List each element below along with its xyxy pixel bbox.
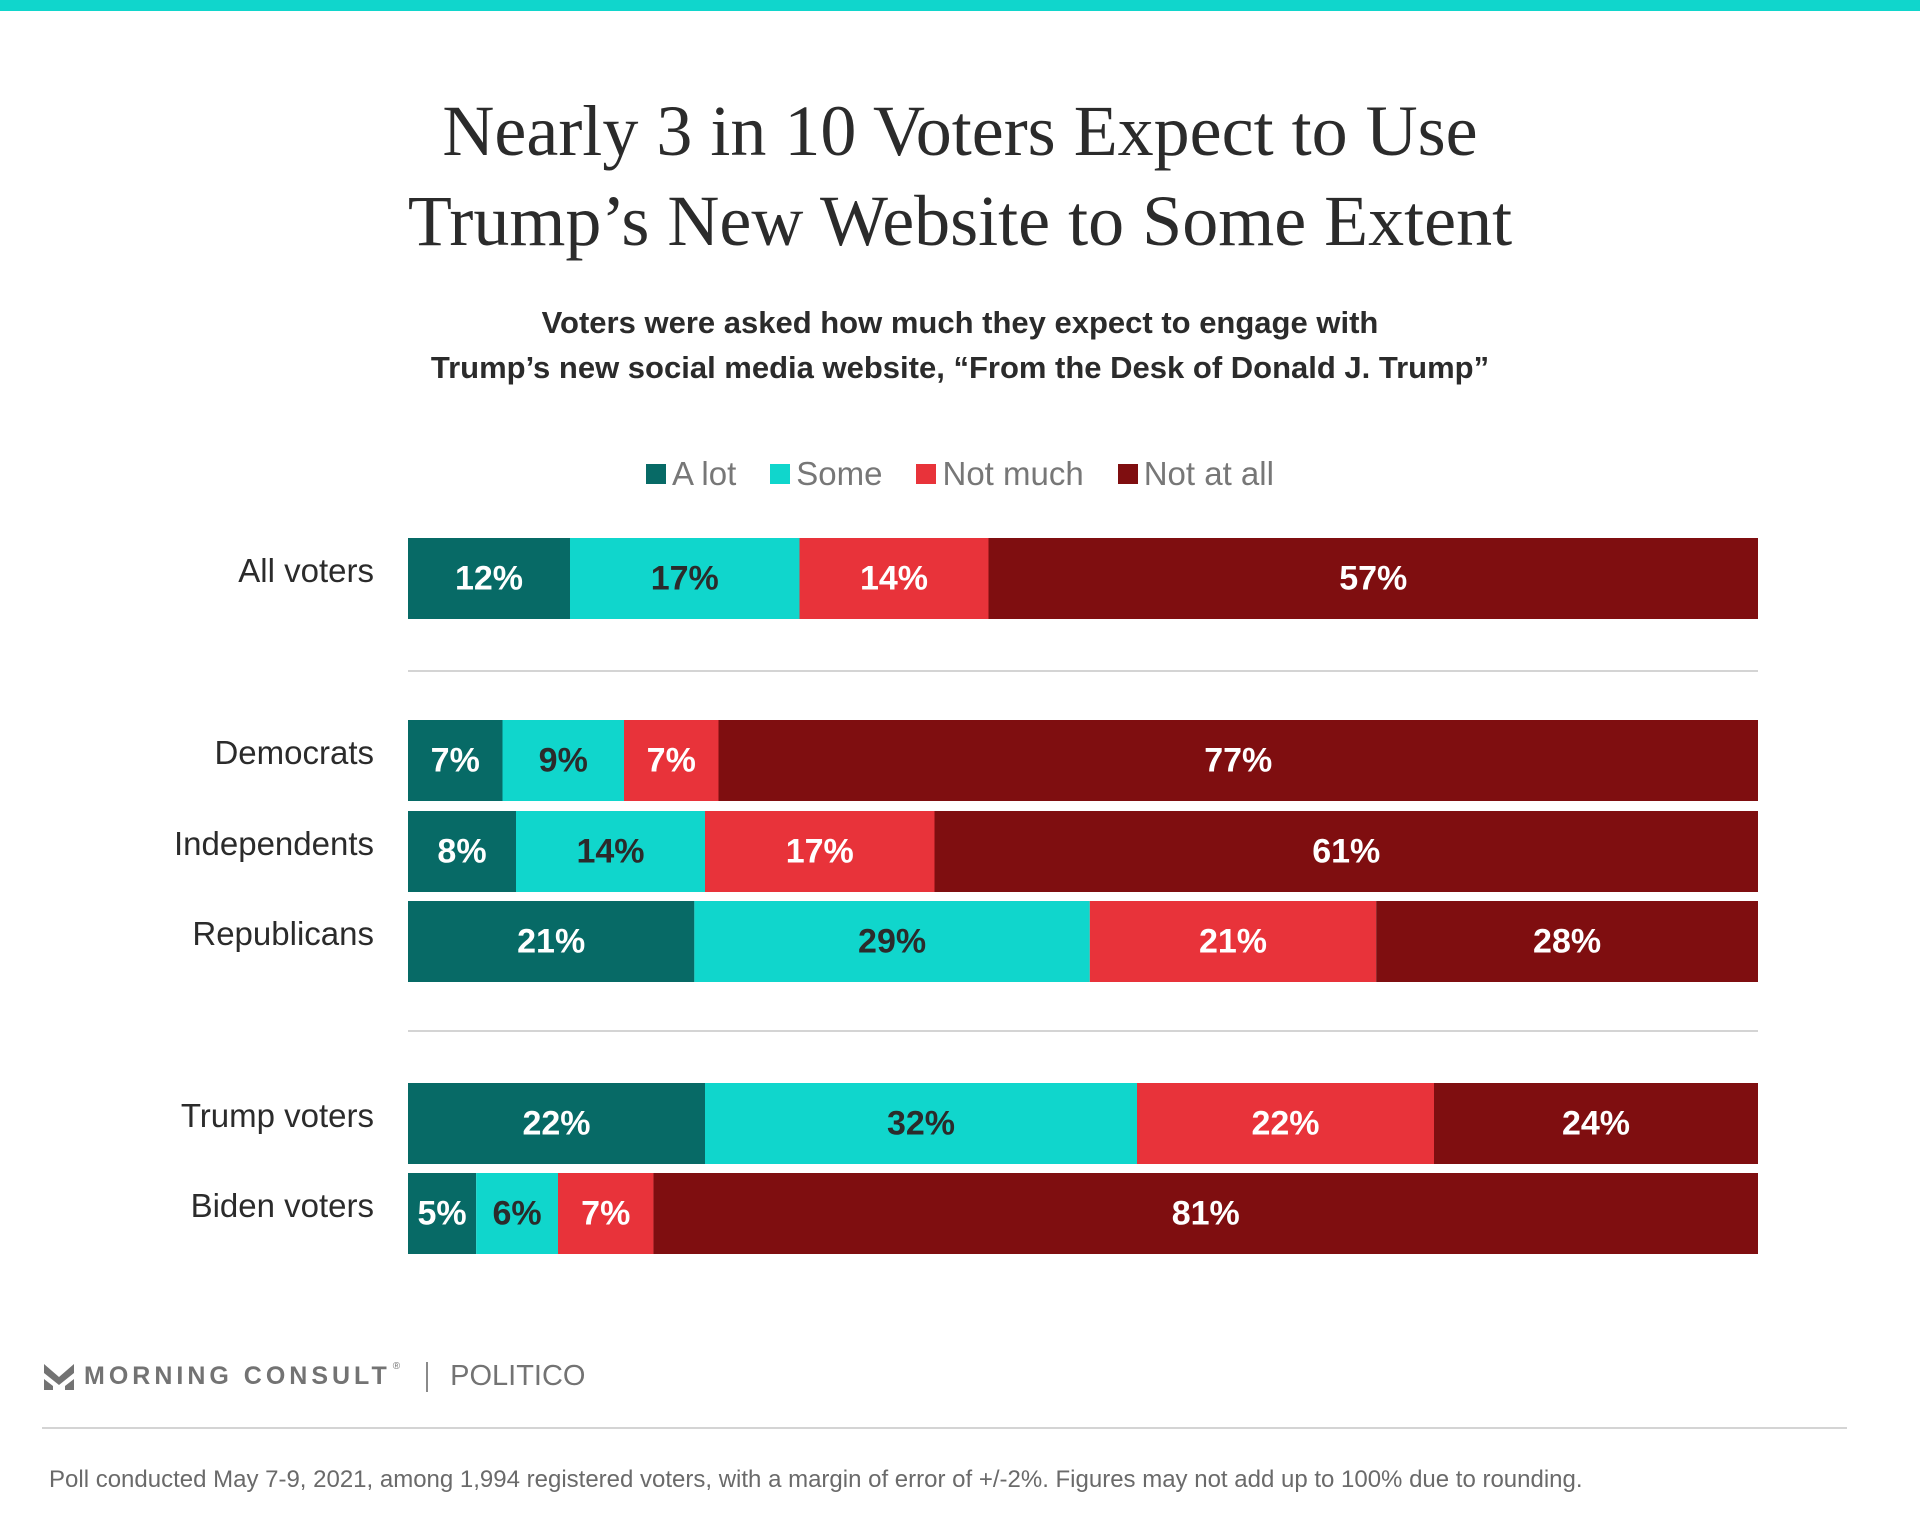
category-label: Trump voters [181, 1097, 374, 1134]
bar-segment-not-much [705, 811, 935, 892]
bar-segment-not-at-all [934, 811, 1758, 892]
brand-registered-mark: ® [392, 1361, 401, 1372]
value-label-not-much: 17% [786, 832, 854, 870]
bar-segment-not-at-all [653, 1173, 1758, 1254]
bar-segment-some [476, 1173, 558, 1254]
bar-segment-not-at-all [1376, 901, 1758, 982]
value-label-a-lot: 22% [522, 1104, 590, 1142]
category-label: Independents [174, 825, 374, 862]
legend-label-a-lot: A lot [672, 455, 737, 492]
bar-row-republicans: Republicans 21% 29% 21% 28% [192, 901, 1758, 982]
legend-item-some: Some [770, 455, 882, 493]
value-label-not-much: 21% [1199, 922, 1267, 960]
chart-subtitle-line-2: Trump’s new social media website, “From … [430, 350, 1490, 385]
bar-row-biden-voters: Biden voters 5% 6% 7% 81% [191, 1173, 1758, 1254]
category-label: Republicans [192, 915, 374, 952]
bar-segment-a-lot [408, 1173, 477, 1254]
bar-segment-a-lot [408, 720, 503, 801]
value-label-not-much: 22% [1251, 1104, 1319, 1142]
legend-item-a-lot: A lot [646, 455, 736, 493]
brand-separator [426, 1361, 429, 1392]
value-label-not-at-all: 57% [1339, 559, 1407, 597]
legend-item-not-much: Not much [916, 455, 1084, 493]
value-label-not-at-all: 24% [1562, 1104, 1630, 1142]
footer-branding: MORNING CONSULT ® POLITICO [44, 1360, 585, 1393]
bar-segment-a-lot [408, 901, 695, 982]
value-label-not-at-all: 28% [1533, 922, 1601, 960]
partner-name: POLITICO [450, 1360, 586, 1392]
value-label-a-lot: 8% [437, 832, 486, 870]
chart-title-line-2: Trump’s New Website to Some Extent [407, 181, 1513, 261]
bar-segment-a-lot [408, 538, 570, 619]
value-label-some: 29% [858, 922, 926, 960]
legend-swatch-some [770, 464, 791, 484]
bar-segment-some [705, 1083, 1137, 1164]
chart-subtitle-line-1: Voters were asked how much they expect t… [541, 305, 1379, 340]
bar-segment-not-at-all [718, 720, 1758, 801]
value-label-a-lot: 21% [517, 922, 585, 960]
legend-swatch-not-at-all [1117, 464, 1138, 484]
legend-label-some: Some [796, 455, 883, 492]
bar-segment-some [502, 720, 624, 801]
value-label-not-much: 7% [647, 741, 696, 779]
bar-segment-not-much [799, 538, 989, 619]
bar-row-independents: Independents 8% 14% 17% 61% [174, 811, 1758, 892]
value-label-some: 17% [651, 559, 719, 597]
bar-segment-a-lot [408, 811, 516, 892]
value-label-some: 32% [887, 1104, 955, 1142]
value-label-some: 9% [539, 741, 588, 779]
legend-label-not-much: Not much [942, 455, 1084, 492]
legend-label-not-at-all: Not at all [1143, 455, 1274, 492]
value-label-not-much: 14% [860, 559, 928, 597]
chart-title-line-1: Nearly 3 in 10 Voters Expect to Use [442, 91, 1478, 171]
morning-consult-logo-icon [44, 1363, 74, 1390]
value-label-a-lot: 5% [418, 1194, 467, 1232]
bar-segment-some [694, 901, 1090, 982]
bar-segment-a-lot [408, 1083, 705, 1164]
bar-segment-not-at-all [1434, 1083, 1758, 1164]
value-label-not-at-all: 61% [1312, 832, 1380, 870]
value-label-a-lot: 7% [431, 741, 480, 779]
bar-segment-not-much [558, 1173, 654, 1254]
bar-row-trump-voters: Trump voters 22% 32% 22% 24% [181, 1083, 1758, 1164]
brand-name: MORNING CONSULT [84, 1362, 391, 1390]
bar-segment-some [570, 538, 800, 619]
legend: A lot Some Not much Not at all [0, 455, 1920, 493]
value-label-some: 6% [493, 1194, 542, 1232]
legend-item-not-at-all: Not at all [1117, 455, 1274, 493]
footnote: Poll conducted May 7-9, 2021, among 1,99… [49, 1466, 1583, 1493]
bar-segment-not-much [1137, 1083, 1434, 1164]
category-label: Biden voters [191, 1187, 374, 1224]
category-label: All voters [238, 552, 374, 589]
bar-segment-not-much [624, 720, 719, 801]
value-label-some: 14% [576, 832, 644, 870]
bar-segment-not-much [1089, 901, 1377, 982]
top-accent-bar [0, 0, 1920, 11]
value-label-not-much: 7% [581, 1194, 630, 1232]
value-label-not-at-all: 77% [1204, 741, 1272, 779]
bar-segment-some [516, 811, 705, 892]
footer-divider [42, 1427, 1847, 1429]
legend-swatch-a-lot [646, 464, 667, 484]
value-label-not-at-all: 81% [1172, 1194, 1240, 1232]
bar-row-democrats: Democrats 7% 9% 7% 77% [214, 720, 1758, 801]
value-label-a-lot: 12% [455, 559, 523, 597]
bar-row-all-voters: All voters 12% 17% 14% 57% [238, 538, 1758, 619]
bar-segment-not-at-all [988, 538, 1758, 619]
category-label: Democrats [214, 734, 374, 771]
legend-swatch-not-much [916, 464, 937, 484]
